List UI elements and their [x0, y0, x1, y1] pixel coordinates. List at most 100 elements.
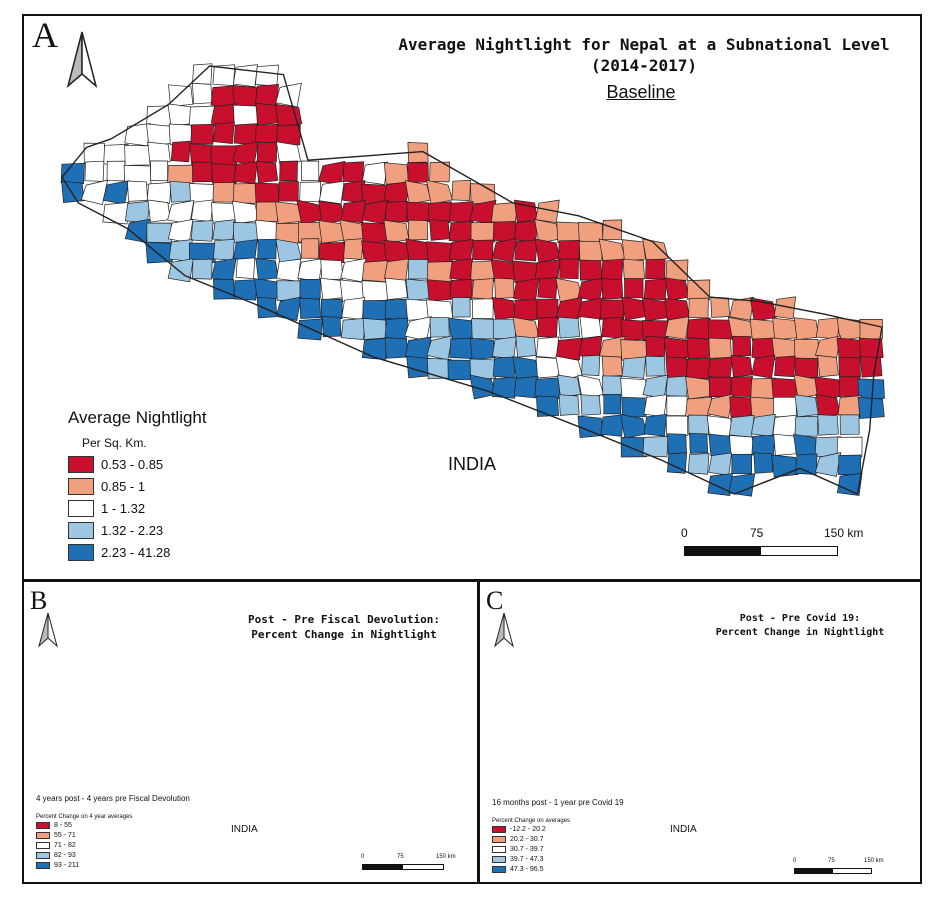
legend-label: 0.85 - 1: [101, 479, 146, 494]
district-polygon: [603, 394, 622, 415]
district-polygon: [774, 355, 796, 378]
scale-tick-0: 0: [361, 854, 365, 860]
district-polygon: [556, 221, 582, 243]
legend-label: -12.2 - 20.2: [510, 826, 546, 833]
district-polygon: [383, 219, 410, 244]
district-polygon: [537, 277, 558, 299]
map-title: Post - Pre Covid 19: Percent Change in N…: [690, 612, 910, 640]
district-polygon: [794, 394, 819, 418]
district-polygon: [470, 260, 496, 282]
district-polygon: [620, 413, 648, 439]
scale-tick-0: 0: [681, 526, 688, 540]
district-polygon: [340, 317, 366, 340]
district-polygon: [491, 376, 518, 399]
district-polygon: [212, 182, 236, 203]
district-polygon: [839, 414, 860, 435]
district-polygon: [751, 337, 776, 359]
district-polygon: [664, 277, 690, 301]
legend-swatch: [492, 866, 506, 873]
district-polygon: [492, 221, 516, 242]
district-polygon: [836, 436, 863, 458]
legend-item: 1 - 1.32: [68, 500, 145, 517]
district-polygon: [301, 160, 320, 181]
district-polygon: [362, 318, 388, 340]
district-polygon: [688, 414, 709, 436]
panel-c: C Post - Pre Covid 19: Percent Change in…: [478, 580, 922, 884]
district-polygon: [276, 258, 301, 282]
scale-tick-0: 0: [793, 858, 797, 864]
district-polygon: [211, 257, 237, 282]
district-polygon: [579, 316, 602, 339]
district-polygon: [320, 298, 343, 319]
district-polygon: [536, 298, 559, 320]
district-polygon: [169, 180, 192, 203]
panel-label: A: [32, 15, 58, 55]
legend-swatch: [36, 842, 50, 849]
district-polygon: [299, 181, 321, 203]
district-polygon: [817, 355, 839, 378]
legend-label: 71 - 82: [54, 842, 76, 849]
district-polygon: [601, 355, 623, 377]
district-polygon: [426, 241, 453, 264]
district-polygon: [601, 278, 624, 300]
district-polygon: [534, 238, 561, 263]
district-polygon: [794, 357, 819, 379]
district-polygon: [61, 180, 85, 203]
district-polygon: [168, 84, 194, 107]
district-polygon: [687, 453, 710, 475]
district-polygon: [581, 354, 601, 376]
district-polygon: [343, 238, 364, 260]
district-polygon: [794, 338, 819, 360]
district-polygon: [534, 377, 561, 400]
district-polygon: [361, 260, 388, 283]
district-polygon: [192, 161, 213, 183]
district-polygon: [773, 296, 796, 320]
scale-tick-75: 75: [397, 854, 404, 860]
district-polygon: [600, 299, 625, 320]
district-polygon: [170, 140, 191, 163]
district-polygon: [624, 278, 644, 299]
district-polygon: [279, 160, 298, 182]
district-polygon: [191, 199, 214, 223]
district-polygon: [124, 218, 151, 243]
district-polygon: [578, 240, 603, 262]
scale-tick-75: 75: [750, 526, 764, 540]
panel-label: B: [30, 586, 48, 615]
district-polygon: [406, 355, 430, 379]
district-polygon: [385, 277, 408, 301]
district-polygon: [233, 183, 258, 204]
legend-item: 55 - 71: [36, 832, 76, 839]
map-title: Average Nightlight for Nepal at a Subnat…: [394, 34, 894, 76]
district-polygon: [577, 415, 604, 438]
country-label-india: INDIA: [231, 824, 258, 835]
district-polygon: [555, 355, 583, 381]
district-polygon: [406, 201, 430, 223]
district-polygon: [751, 354, 776, 379]
legend-item: 0.85 - 1: [68, 478, 145, 495]
scale-tick-150: 150 km: [824, 526, 864, 540]
legend-label: 30.7 - 39.7: [510, 846, 544, 853]
district-polygon: [255, 84, 279, 106]
district-polygon: [429, 161, 450, 183]
district-polygon: [449, 337, 474, 359]
district-polygon: [212, 219, 236, 242]
legend-label: 47.3 - 96.5: [510, 866, 544, 873]
legend-label: 20.2 - 30.7: [510, 836, 544, 843]
district-polygon: [448, 220, 474, 243]
legend-swatch: [68, 478, 94, 495]
district-polygon: [407, 219, 429, 241]
district-polygon: [494, 277, 515, 299]
district-polygon: [212, 121, 235, 144]
district-polygon: [645, 355, 666, 377]
legend-title: 16 months post - 1 year pre Covid 19: [492, 798, 624, 807]
legend-title: Average Nightlight: [68, 408, 207, 427]
nepal-map: [24, 582, 479, 884]
district-polygon: [536, 336, 559, 359]
district-polygon: [537, 316, 558, 338]
legend-item: 2.23 - 41.28: [68, 544, 170, 561]
district-polygon: [708, 376, 732, 398]
district-polygon: [817, 414, 839, 436]
district-polygon: [773, 396, 797, 418]
district-polygon: [620, 377, 648, 400]
district-polygon: [384, 200, 408, 223]
